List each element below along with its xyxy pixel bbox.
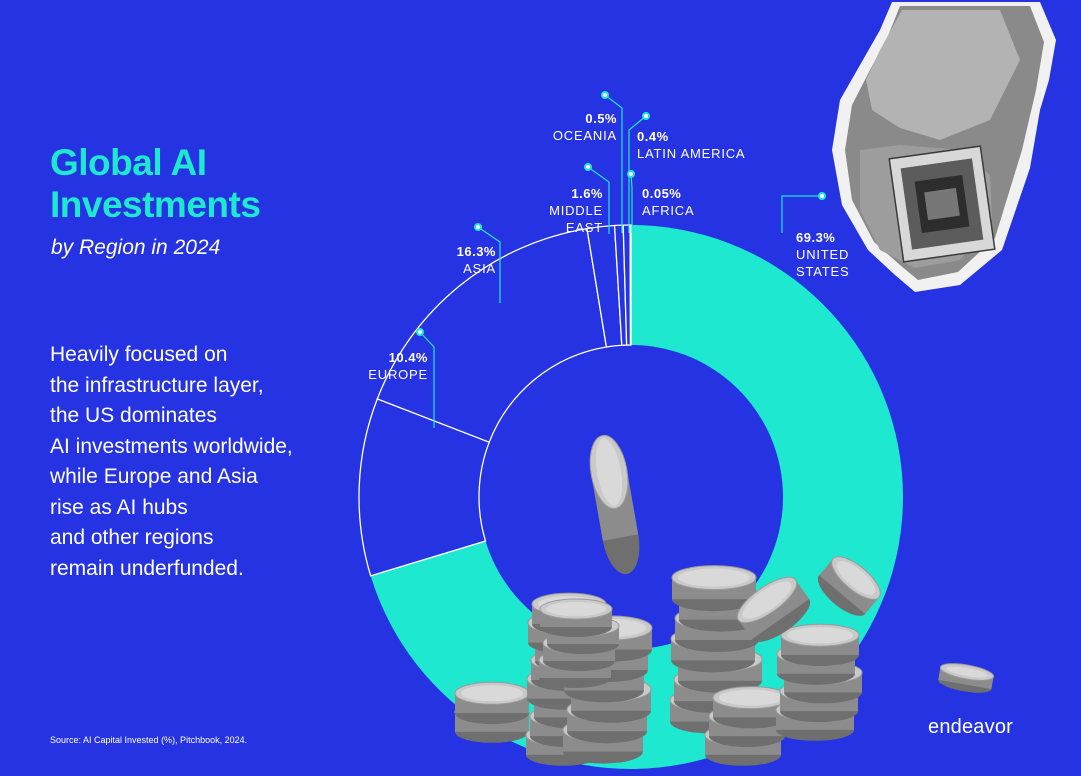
- label-name: ASIA: [463, 261, 496, 276]
- label-name: AFRICA: [642, 203, 695, 218]
- chart-title: Global AI Investments: [50, 142, 261, 226]
- label-value: 10.4%: [388, 350, 428, 365]
- leader-dot: [818, 192, 826, 200]
- label-asia: 16.3% ASIA: [404, 243, 496, 277]
- label-value: 16.3%: [456, 244, 496, 259]
- label-name: MIDDLE: [549, 203, 603, 218]
- leader-line: [630, 173, 633, 234]
- leader-dot: [416, 328, 424, 336]
- label-leader-lines: [416, 91, 826, 428]
- label-europe: 10.4% EUROPE: [336, 349, 428, 383]
- label-name: LATIN AMERICA: [637, 146, 746, 161]
- leader-line: [628, 115, 647, 234]
- leader-line: [477, 226, 501, 303]
- leader-line: [587, 166, 610, 235]
- coin: [736, 576, 811, 642]
- coin-stacks-illustration: [454, 434, 995, 766]
- label-value: 1.6%: [571, 186, 603, 201]
- label-name: UNITED: [796, 247, 850, 262]
- source-note: Source: AI Capital Invested (%), Pitchbo…: [50, 735, 248, 745]
- summary-line: remain underfunded.: [50, 556, 244, 580]
- hand-chip-illustration: [832, 2, 1056, 292]
- label-africa: 0.05% AFRICA: [642, 185, 694, 219]
- label-value: 0.5%: [585, 111, 617, 126]
- label-latin-america: 0.4% LATIN AMERICA: [637, 128, 745, 162]
- leader-dot: [601, 91, 609, 99]
- label-name: EUROPE: [368, 367, 428, 382]
- coin: [938, 663, 995, 693]
- summary-text: Heavily focused on the infrastructure la…: [50, 340, 370, 584]
- summary-line: rise as AI hubs: [50, 495, 188, 519]
- label-name: EAST: [565, 220, 603, 235]
- coin: [817, 556, 881, 616]
- leader-dot: [474, 223, 482, 231]
- slice-africa: [629, 224, 632, 346]
- coin: [671, 565, 757, 612]
- leader-line: [419, 331, 435, 428]
- coin: [539, 598, 613, 637]
- summary-line: Heavily focused on: [50, 343, 228, 366]
- coin: [780, 623, 860, 666]
- leader-dot: [627, 170, 635, 178]
- summary-line: the infrastructure layer,: [50, 373, 264, 397]
- leader-line: [781, 195, 822, 233]
- title-line-2: Investments: [50, 184, 261, 225]
- chart-subtitle: by Region in 2024: [51, 236, 221, 259]
- summary-line: and other regions: [50, 526, 214, 549]
- summary-line: while Europe and Asia: [50, 465, 258, 488]
- coin: [589, 434, 640, 575]
- label-value: 69.3%: [796, 230, 836, 245]
- label-middle-east: 1.6% MIDDLE EAST: [511, 185, 603, 236]
- leader-dot: [584, 163, 592, 171]
- leader-dot: [642, 112, 650, 120]
- coin: [712, 686, 790, 729]
- coin: [454, 681, 530, 725]
- label-value: 0.05%: [642, 186, 682, 201]
- label-name: OCEANIA: [552, 128, 617, 143]
- label-united-states: 69.3% UNITED STATES: [796, 229, 849, 280]
- label-value: 0.4%: [637, 129, 669, 144]
- label-name: STATES: [796, 264, 850, 279]
- leader-line: [604, 94, 623, 234]
- label-oceania: 0.5% OCEANIA: [520, 110, 617, 144]
- title-line-1: Global AI: [50, 142, 207, 183]
- summary-line: the US dominates: [50, 404, 217, 427]
- summary-line: AI investments worldwide,: [50, 434, 293, 458]
- endeavor-logo: endeavor: [928, 716, 1013, 738]
